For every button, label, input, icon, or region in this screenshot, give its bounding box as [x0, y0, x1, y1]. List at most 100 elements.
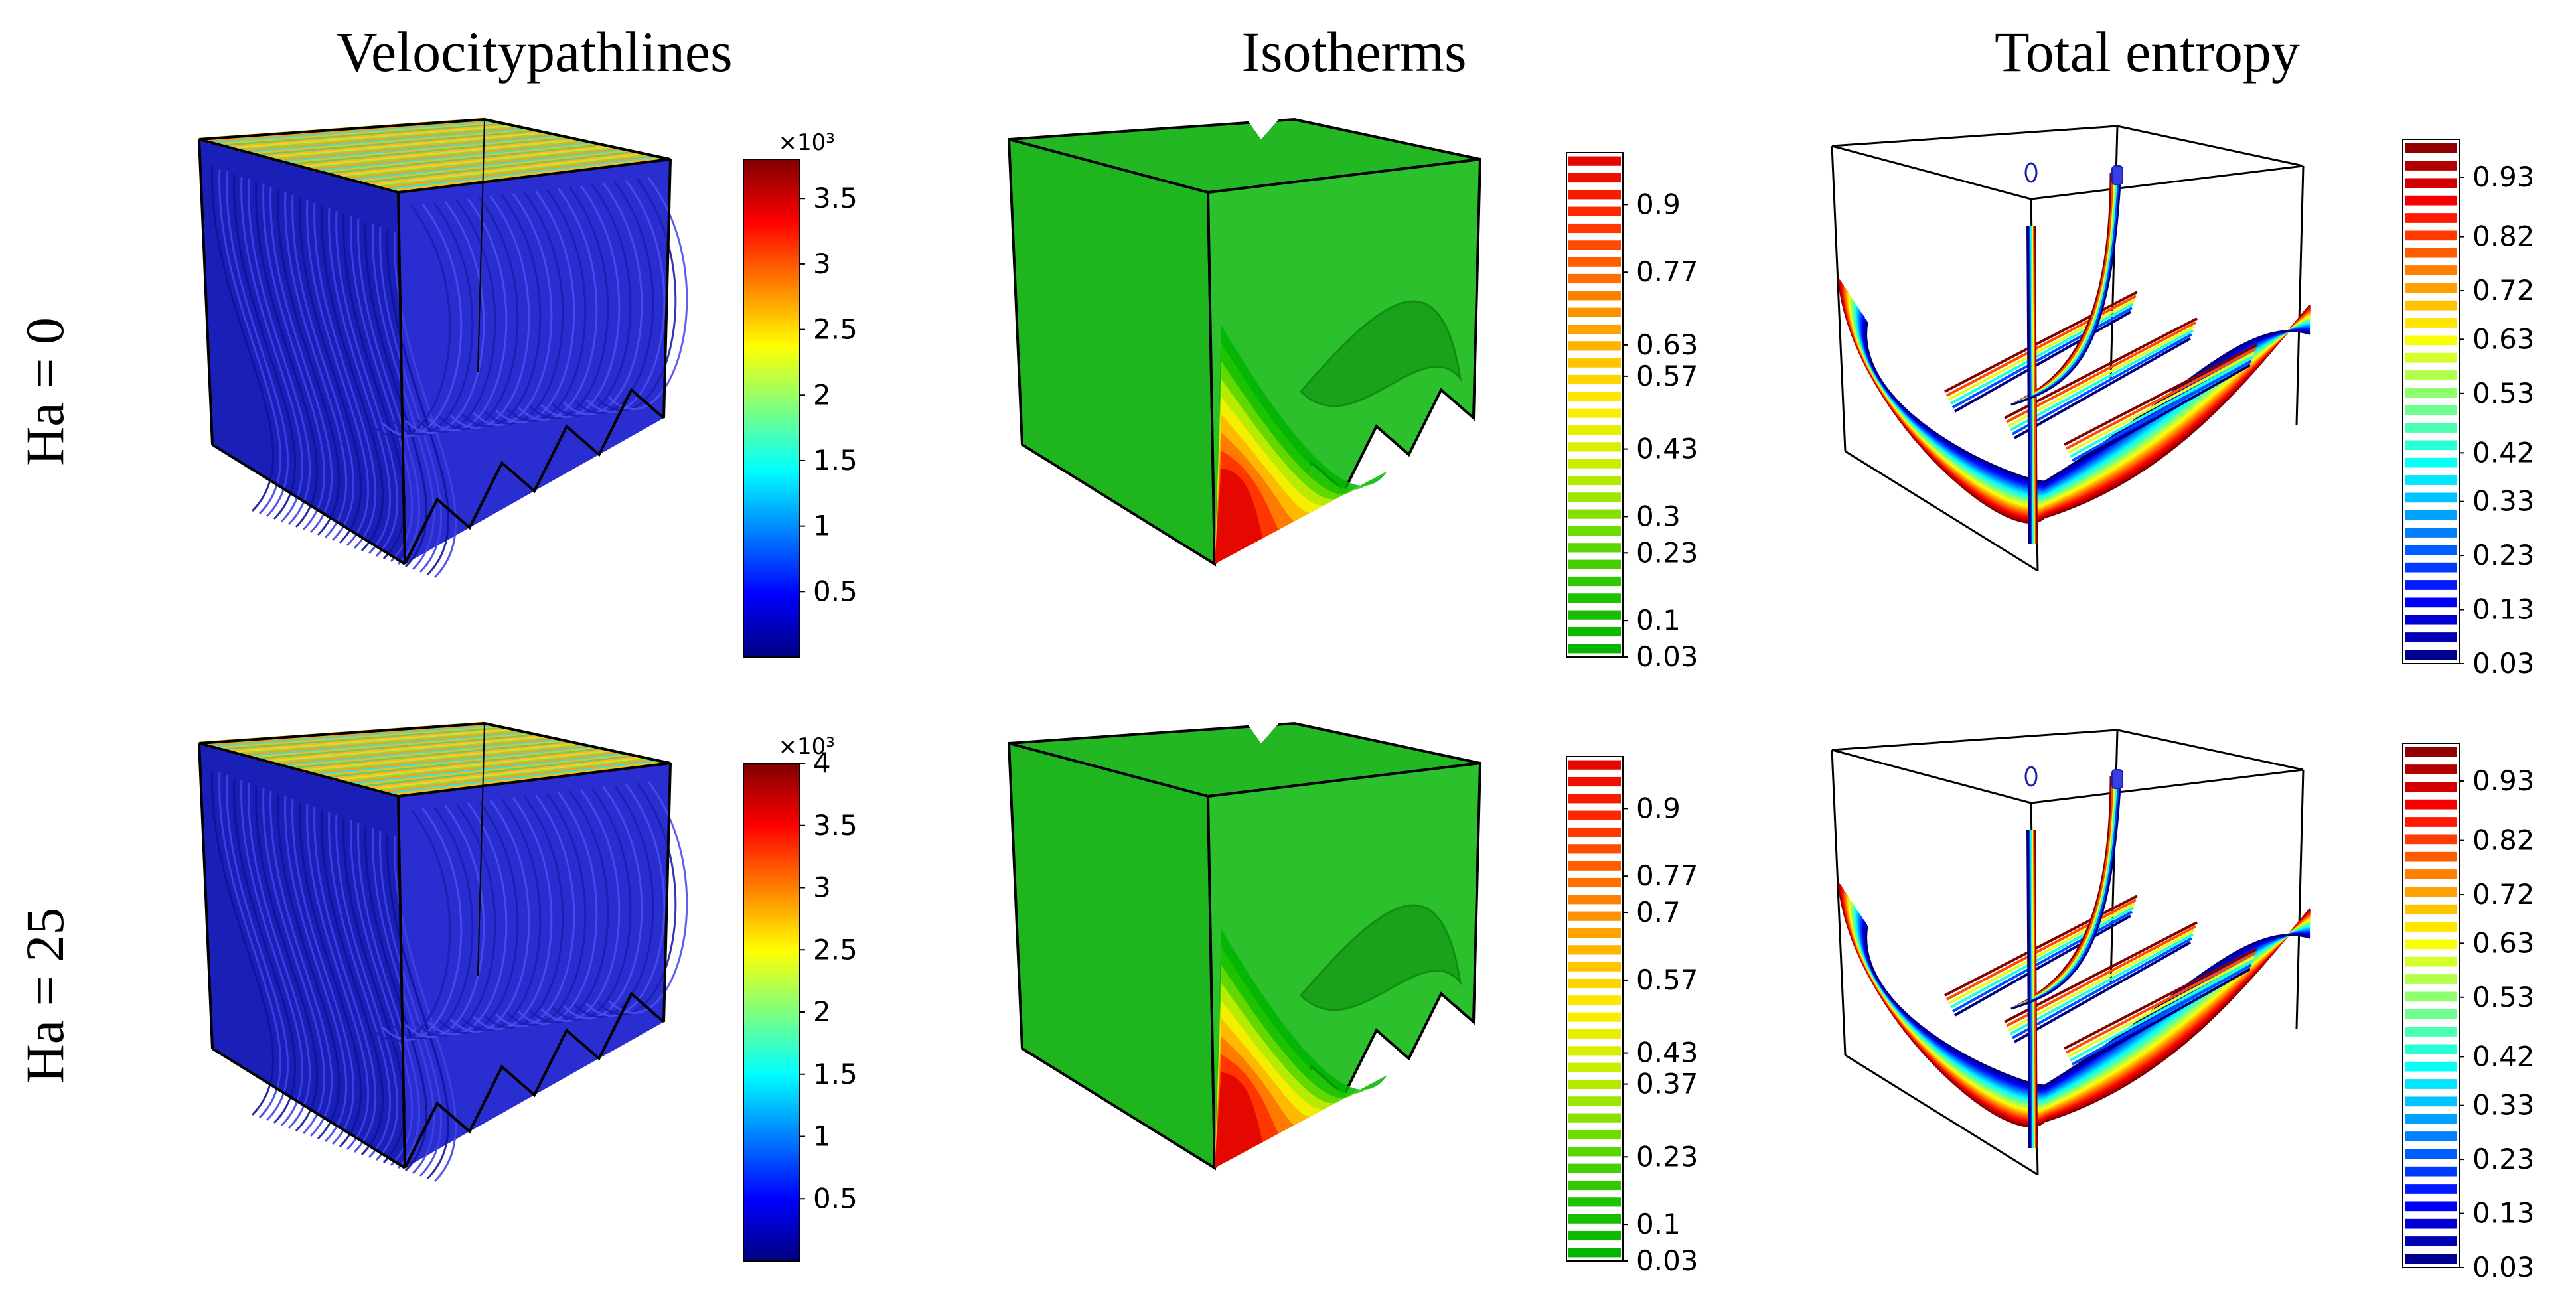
fin-contour [1950, 303, 2134, 405]
colorbar-tick-label: 0.93 [2472, 764, 2535, 797]
back-plume [2010, 172, 2122, 406]
pathline [483, 796, 564, 1029]
fin-contour [2068, 956, 2255, 1058]
colorbar-band [1568, 1046, 1621, 1056]
pathline [218, 168, 282, 515]
colorbar-band [2405, 1201, 2457, 1212]
colorbar-band [2405, 939, 2457, 950]
fin-contour [2010, 329, 2194, 431]
colorbar-band [1568, 794, 1621, 804]
colorbar-tick-label: 0.72 [2472, 878, 2535, 910]
colorbar-band [2405, 1061, 2457, 1072]
cube-edge [1831, 749, 1847, 1056]
pathline [291, 798, 355, 1145]
colorbar-band [1568, 509, 1621, 519]
pathline [218, 772, 282, 1119]
cube-edge [1831, 145, 1847, 452]
colorbar-band [2405, 423, 2457, 433]
colorbar-tick-label: 0.57 [1636, 964, 1699, 996]
colorbar-gradient [743, 159, 800, 658]
cube-edge [2030, 768, 2304, 804]
back-plume [2010, 776, 2122, 1010]
row-label-ha0: Ha = 0 [15, 317, 75, 466]
pathline [461, 798, 542, 1031]
pathline [562, 182, 643, 415]
entropy-contours-ha25: 0.93 0.82 0.72 0.63 0.53 0.42 0.33 0.23 0.13 0.03 [1831, 729, 2535, 1283]
colorbar-tick-label: 3.5 [813, 182, 856, 214]
cube-edge [1831, 749, 2032, 804]
colorbar-band [1568, 341, 1621, 351]
pathline [248, 179, 311, 526]
pathline [284, 192, 348, 539]
pathline [382, 808, 463, 1041]
colorbar-band [1568, 827, 1621, 837]
colorbar-band [2405, 580, 2457, 590]
colorbar-band [2405, 974, 2457, 984]
colorbar-band [2405, 1027, 2457, 1037]
cube-edge [2295, 165, 2305, 425]
cube-edge [398, 158, 671, 194]
colorbar-band [1568, 475, 1621, 486]
colorbar-tick-label: 0.43 [1636, 1037, 1699, 1069]
colorbar-band [2405, 178, 2457, 188]
pathline [472, 193, 553, 426]
pathline [226, 171, 289, 518]
column-title-isotherms: Isotherms [1241, 20, 1467, 84]
colorbar-band [2405, 887, 2457, 897]
cube-edge [198, 743, 214, 1049]
colorbar-band [1568, 492, 1621, 502]
pathline [357, 822, 421, 1169]
fin-contour [1948, 903, 2135, 1005]
pathline [494, 794, 575, 1027]
column-title-entropy: Total entropy [1995, 20, 2300, 84]
colorbar-band [2405, 904, 2457, 914]
colorbar-band [2405, 1166, 2457, 1177]
fin-contour [2066, 348, 2256, 450]
colorbar-tick-label: 2.5 [813, 313, 856, 346]
cube-edge [484, 118, 671, 161]
fin-contour [2012, 937, 2192, 1039]
colorbar-tick-label: 0.5 [813, 1182, 856, 1214]
cube-entropy [1831, 729, 2311, 1176]
pathline [233, 777, 297, 1124]
colorbar-tick-label: 0.63 [2472, 926, 2535, 959]
colorbar-band [1568, 442, 1621, 452]
pathline [540, 789, 621, 1022]
colorbar-band [1568, 324, 1621, 334]
colorbar-band [2405, 851, 2457, 862]
pathline [255, 181, 319, 528]
colorbar-band [1568, 844, 1621, 854]
fin-contour [1952, 910, 2133, 1013]
colorbar-multiplier: ×10³ [779, 733, 835, 760]
colorbar-band [2405, 475, 2457, 485]
top-gap [1248, 721, 1281, 743]
colorbar-tick-label: 0.57 [1636, 360, 1699, 392]
cube-left-face [1007, 137, 1217, 567]
colorbar-tick-label: 0.72 [2472, 274, 2535, 307]
cube-back-edge [477, 723, 485, 976]
pathline [342, 817, 406, 1164]
isotherm-swirl [1299, 300, 1462, 407]
colorbar-band [2405, 1114, 2457, 1124]
cube-edge [662, 763, 672, 1023]
cube-edge [198, 139, 214, 445]
pathline [321, 205, 384, 552]
fin-contour [1954, 914, 2131, 1017]
colorbar-band [2405, 528, 2457, 538]
colorbar-band [1568, 257, 1621, 267]
colorbar-tick-label: 0.93 [2472, 161, 2535, 193]
pathline [240, 780, 304, 1127]
thermal-layer [1215, 469, 1263, 564]
colorbar-band [1568, 1096, 1621, 1106]
pathline [350, 216, 414, 563]
cube-back-edge [477, 119, 485, 372]
pathline [342, 213, 406, 560]
colorbar-band [1568, 945, 1621, 955]
entropy-contour [1865, 321, 2311, 483]
cube-entropy [1831, 125, 2311, 572]
pathline [299, 197, 362, 544]
colorbar-tick-label: 0.82 [2472, 220, 2535, 253]
pathline [284, 796, 348, 1143]
colorbar-band [2405, 597, 2457, 608]
